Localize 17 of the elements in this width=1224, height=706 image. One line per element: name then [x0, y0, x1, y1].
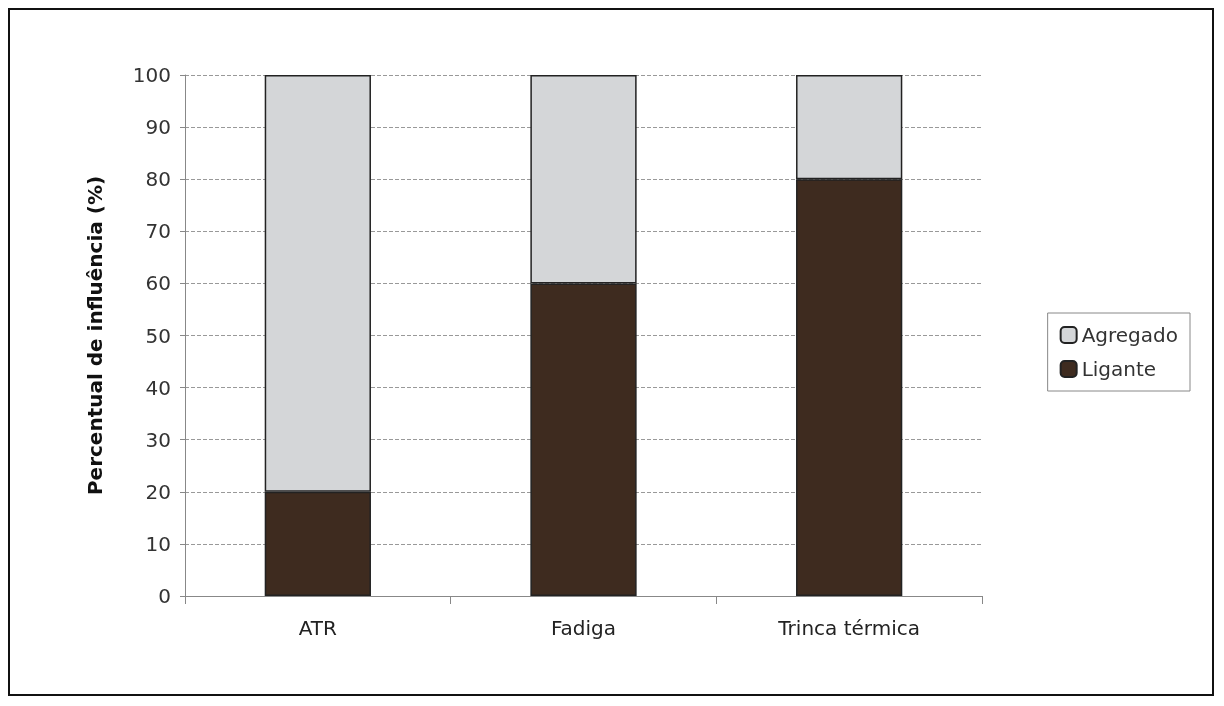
y-tick-label: 100: [132, 63, 171, 87]
y-tick-label: 60: [145, 271, 171, 296]
legend-label: Agregado: [1081, 323, 1179, 347]
y-tick-label: 90: [145, 115, 171, 140]
x-tick-label: Trinca térmica: [777, 616, 920, 640]
x-tick-label: ATR: [298, 616, 338, 640]
legend-label: Ligante: [1081, 357, 1157, 381]
y-tick-label: 10: [145, 531, 171, 556]
y-axis-title: Percentual de influência (%): [83, 175, 107, 496]
y-tick-label: 0: [158, 584, 171, 608]
y-tick-label: 40: [145, 375, 171, 400]
y-tick-label: 70: [145, 219, 171, 244]
y-tick-label: 50: [145, 323, 171, 348]
y-tick-label: 80: [145, 167, 171, 192]
y-tick-label: 20: [145, 479, 171, 504]
x-tick-label: Fadiga: [550, 616, 617, 640]
y-tick-label: 30: [145, 427, 171, 452]
